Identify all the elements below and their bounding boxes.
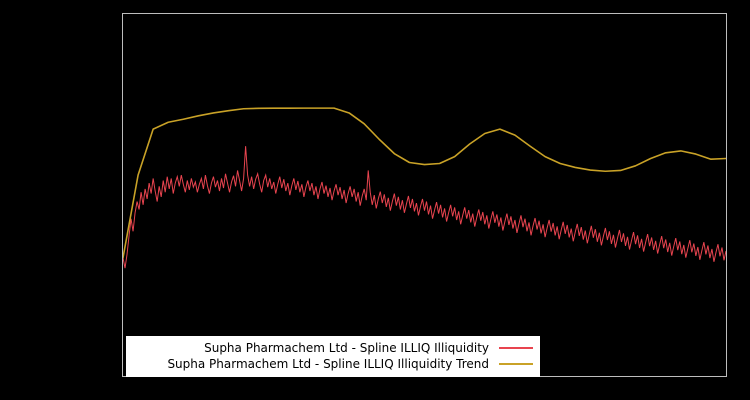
series-line-trend [123,107,726,259]
legend-label-illiq: Supha Pharmachem Ltd - Spline ILLIQ Illi… [204,341,489,355]
plot-area [122,13,727,377]
series-illiq-group [123,146,726,269]
legend-entry-trend: Supha Pharmachem Ltd - Spline ILLIQ Illi… [133,356,533,372]
legend-label-trend: Supha Pharmachem Ltd - Spline ILLIQ Illi… [167,357,489,371]
series-trend-group [123,107,726,259]
series-line-illiq [123,146,726,269]
y-axis-tick-labels: 1000000000000 10000000000 100000000 1000… [0,0,122,400]
chart-plot-svg [123,107,726,269]
legend-swatch-trend [499,363,533,365]
chart-legend: Supha Pharmachem Ltd - Spline ILLIQ Illi… [126,336,540,377]
legend-entry-illiq: Supha Pharmachem Ltd - Spline ILLIQ Illi… [133,340,533,356]
legend-swatch-illiq [499,347,533,349]
